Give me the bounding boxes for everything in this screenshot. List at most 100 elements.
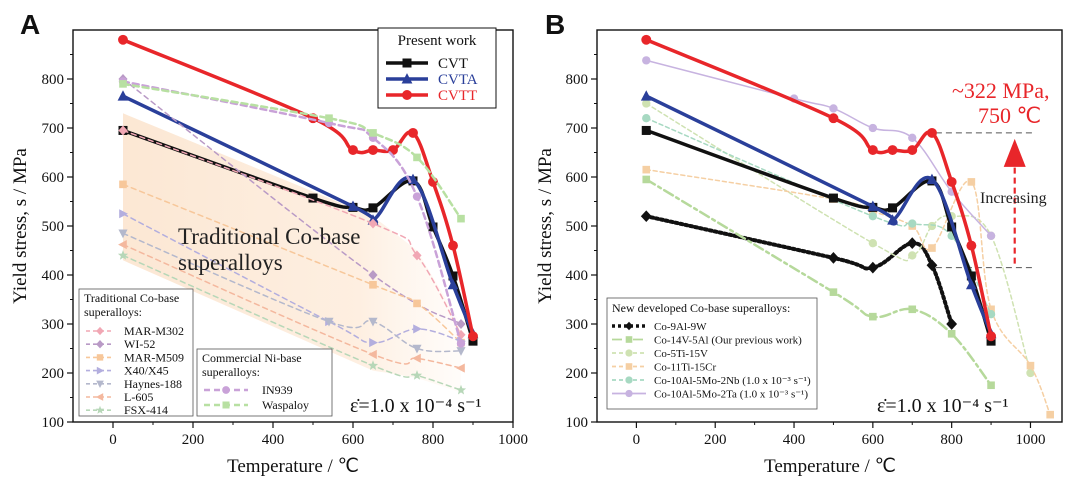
legend-commercial-label-in939: IN939: [262, 383, 293, 397]
legend-new-marker-co-14v-5al-our-previous-work: [625, 336, 633, 343]
panel-a-series-fsx-414: [117, 250, 467, 395]
panel-a-point-fsx-414-760: [411, 370, 423, 380]
panel-b-point-co-11ti-15cr-850: [967, 178, 976, 186]
panel-b-xtick-400: 400: [783, 432, 806, 448]
panel-a-series-wi-52: [118, 74, 466, 329]
legend-new-label-co-10al-5mo-2nb-1-0-x-10-s: Co-10Al-5Mo-2Nb (1.0 x 10⁻³ s⁻¹): [654, 375, 811, 387]
panel-a-point-mar-m509-650: [369, 281, 377, 289]
panel-a-point-mar-m509-760: [413, 299, 421, 308]
legend-present-marker-cvtt: [402, 90, 412, 100]
panel-b-xtick-600: 600: [862, 432, 885, 448]
legend-traditional-marker-l-605: [95, 393, 104, 401]
panel-a-ytick-200: 200: [42, 366, 65, 382]
panel-b-point-cvtt-700: [907, 145, 918, 155]
panel-a-ytick-300: 300: [42, 317, 65, 333]
panel-b-series-cvtt: [641, 34, 997, 342]
panel-b-ytick-700: 700: [566, 121, 589, 137]
legend-commercial: Commercial Ni-basesuperalloys:IN939Waspa…: [196, 348, 333, 417]
panel-b-point-cvta-650: [887, 214, 898, 225]
panel-a-point-x40-x45-650: [369, 338, 378, 348]
panel-b-series-co-9al-9w: [640, 210, 958, 330]
legend-traditional-marker-x40-x45: [96, 366, 105, 375]
panel-b-point-cvt-500: [828, 193, 838, 203]
panel-a-point-waspaloy-760: [413, 153, 421, 162]
panel-b-point-co-14v-5al-our-previous-work-25: [642, 175, 651, 184]
legend-new-label-co-9al-9w: Co-9Al-9W: [654, 321, 707, 333]
panel-a-xlabel: Temperature / ℃: [227, 456, 359, 477]
panel-b-ytick-800: 800: [566, 72, 589, 88]
panel-a-point-l-605-870: [456, 363, 465, 373]
panel-a-annotation-line1: Traditional Co-base: [178, 224, 361, 249]
panel-b-point-cvtt-650: [887, 145, 898, 155]
panel-a-series-haynes-188: [118, 229, 466, 356]
panel-a-point-cvtt-750: [408, 127, 418, 138]
panel-b-ytick-500: 500: [566, 219, 589, 235]
panel-a-point-fsx-414-25: [117, 250, 129, 260]
panel-b-ytick-200: 200: [566, 366, 589, 382]
panel-a-point-l-605-25: [118, 240, 127, 250]
legend-commercial-marker-in939: [222, 386, 230, 394]
panel-a-point-cvtt-900: [468, 331, 478, 342]
legend-present-label-cvt: CVT: [438, 56, 468, 72]
legend-new-marker-co-10al-5mo-2ta-1-0-x-10-s: [625, 389, 633, 398]
panel-a-point-cvta-25: [117, 90, 129, 101]
panel-a-point-haynes-188-650: [368, 317, 378, 327]
panel-b-xtick-200: 200: [704, 432, 727, 448]
panel-a-line-mar-m302: [122, 129, 462, 336]
legend-new-title: New developed Co-base superalloys:: [612, 301, 790, 315]
legend-new-marker-co-11ti-15cr: [625, 363, 633, 370]
legend-new-developed: New developed Co-base superalloys: Co-9A…: [606, 297, 818, 410]
panel-b-point-co-5ti-15v-25: [642, 99, 651, 108]
panel-a-line-fsx-414: [122, 254, 462, 391]
panel-a-point-mar-m302-650: [368, 218, 378, 229]
panel-a-point-cvtt-25: [118, 34, 128, 45]
legend-present-label-cvtt: CVTT: [438, 88, 477, 104]
legend-commercial-label-waspaloy: Waspaloy: [262, 398, 309, 412]
panel-a-point-waspaloy-25: [119, 80, 127, 88]
panel-b-point-co-10al-5mo-2nb-1-0-x-10-s-25: [642, 114, 651, 123]
panel-a-point-cvt-650: [368, 203, 378, 213]
panel-b-point-co-10al-5mo-2nb-1-0-x-10-s-700: [908, 219, 917, 228]
panel-a-annotation: Traditional Co-base superalloys: [178, 224, 361, 275]
panel-b-point-co-9al-9w-800: [946, 318, 958, 330]
panel-b-point-cvta-750: [926, 173, 938, 184]
panel-b-point-co-5ti-15v-600: [868, 238, 878, 248]
panel-b-arrow-label: Increasing: [980, 190, 1047, 207]
panel-a-ytick-700: 700: [42, 121, 65, 137]
legend-new-label-co-10al-5mo-2ta-1-0-x-10-s: Co-10Al-5Mo-2Ta (1.0 x 10⁻³ s⁻¹): [654, 389, 808, 401]
panel-a-ytick-600: 600: [42, 170, 65, 186]
panel-b-letter: B: [545, 9, 565, 40]
legend-traditional-title-line2: superalloys:: [84, 305, 142, 319]
panel-b-annotation-stress: ~322 MPa,: [952, 78, 1049, 103]
panel-a-point-x40-x45-760: [413, 324, 422, 334]
legend-commercial-marker-waspaloy: [222, 401, 230, 409]
legend-commercial-title-line1: Commercial Ni-base: [202, 351, 302, 365]
panel-b-point-co-14v-5al-our-previous-work-800: [947, 330, 956, 338]
panel-a-ytick-800: 800: [42, 72, 65, 88]
panel-a-point-cvtt-650: [368, 145, 378, 155]
panel-a-line-waspaloy: [121, 82, 463, 220]
panel-a-point-waspaloy-650: [369, 129, 377, 137]
legend-traditional-marker-wi-52: [96, 340, 104, 349]
panel-a-point-mar-m302-760: [412, 250, 422, 261]
panel-a-annotation-line2: superalloys: [178, 250, 283, 275]
panel-b-point-co-9al-9w-25: [640, 210, 652, 223]
panel-b-point-cvtt-800: [946, 176, 957, 187]
legend-traditional-label-l-605: L-605: [124, 390, 153, 404]
panel-b-point-cvt-650: [888, 203, 898, 213]
panel-b-point-co-14v-5al-our-previous-work-700: [908, 305, 917, 314]
panel-a-line-mar-m509: [122, 183, 462, 344]
panel-a-letter: A: [20, 9, 40, 40]
panel-b-point-co-10al-5mo-2ta-1-0-x-10-s-700: [908, 133, 917, 142]
panel-b-point-co-11ti-15cr-1050: [1046, 410, 1054, 419]
legend-present-marker-cvta: [401, 73, 413, 84]
legend-traditional-label-mar-m509: MAR-M509: [124, 350, 184, 364]
panel-b-point-co-9al-9w-750: [926, 259, 938, 272]
panel-a: A 0 200 400 600 800 1000 100 200 300 400 500 600 700…: [10, 9, 528, 477]
panel-b-point-co-9al-9w-600: [867, 261, 879, 274]
panel-a-rate-label: ε̇=1.0 x 10⁻⁴ s⁻¹: [350, 395, 482, 417]
panel-b-ytick-600: 600: [566, 170, 589, 186]
panel-b-point-co-5ti-15v-750: [927, 221, 937, 231]
panel-a-point-cvt-850: [448, 271, 458, 281]
